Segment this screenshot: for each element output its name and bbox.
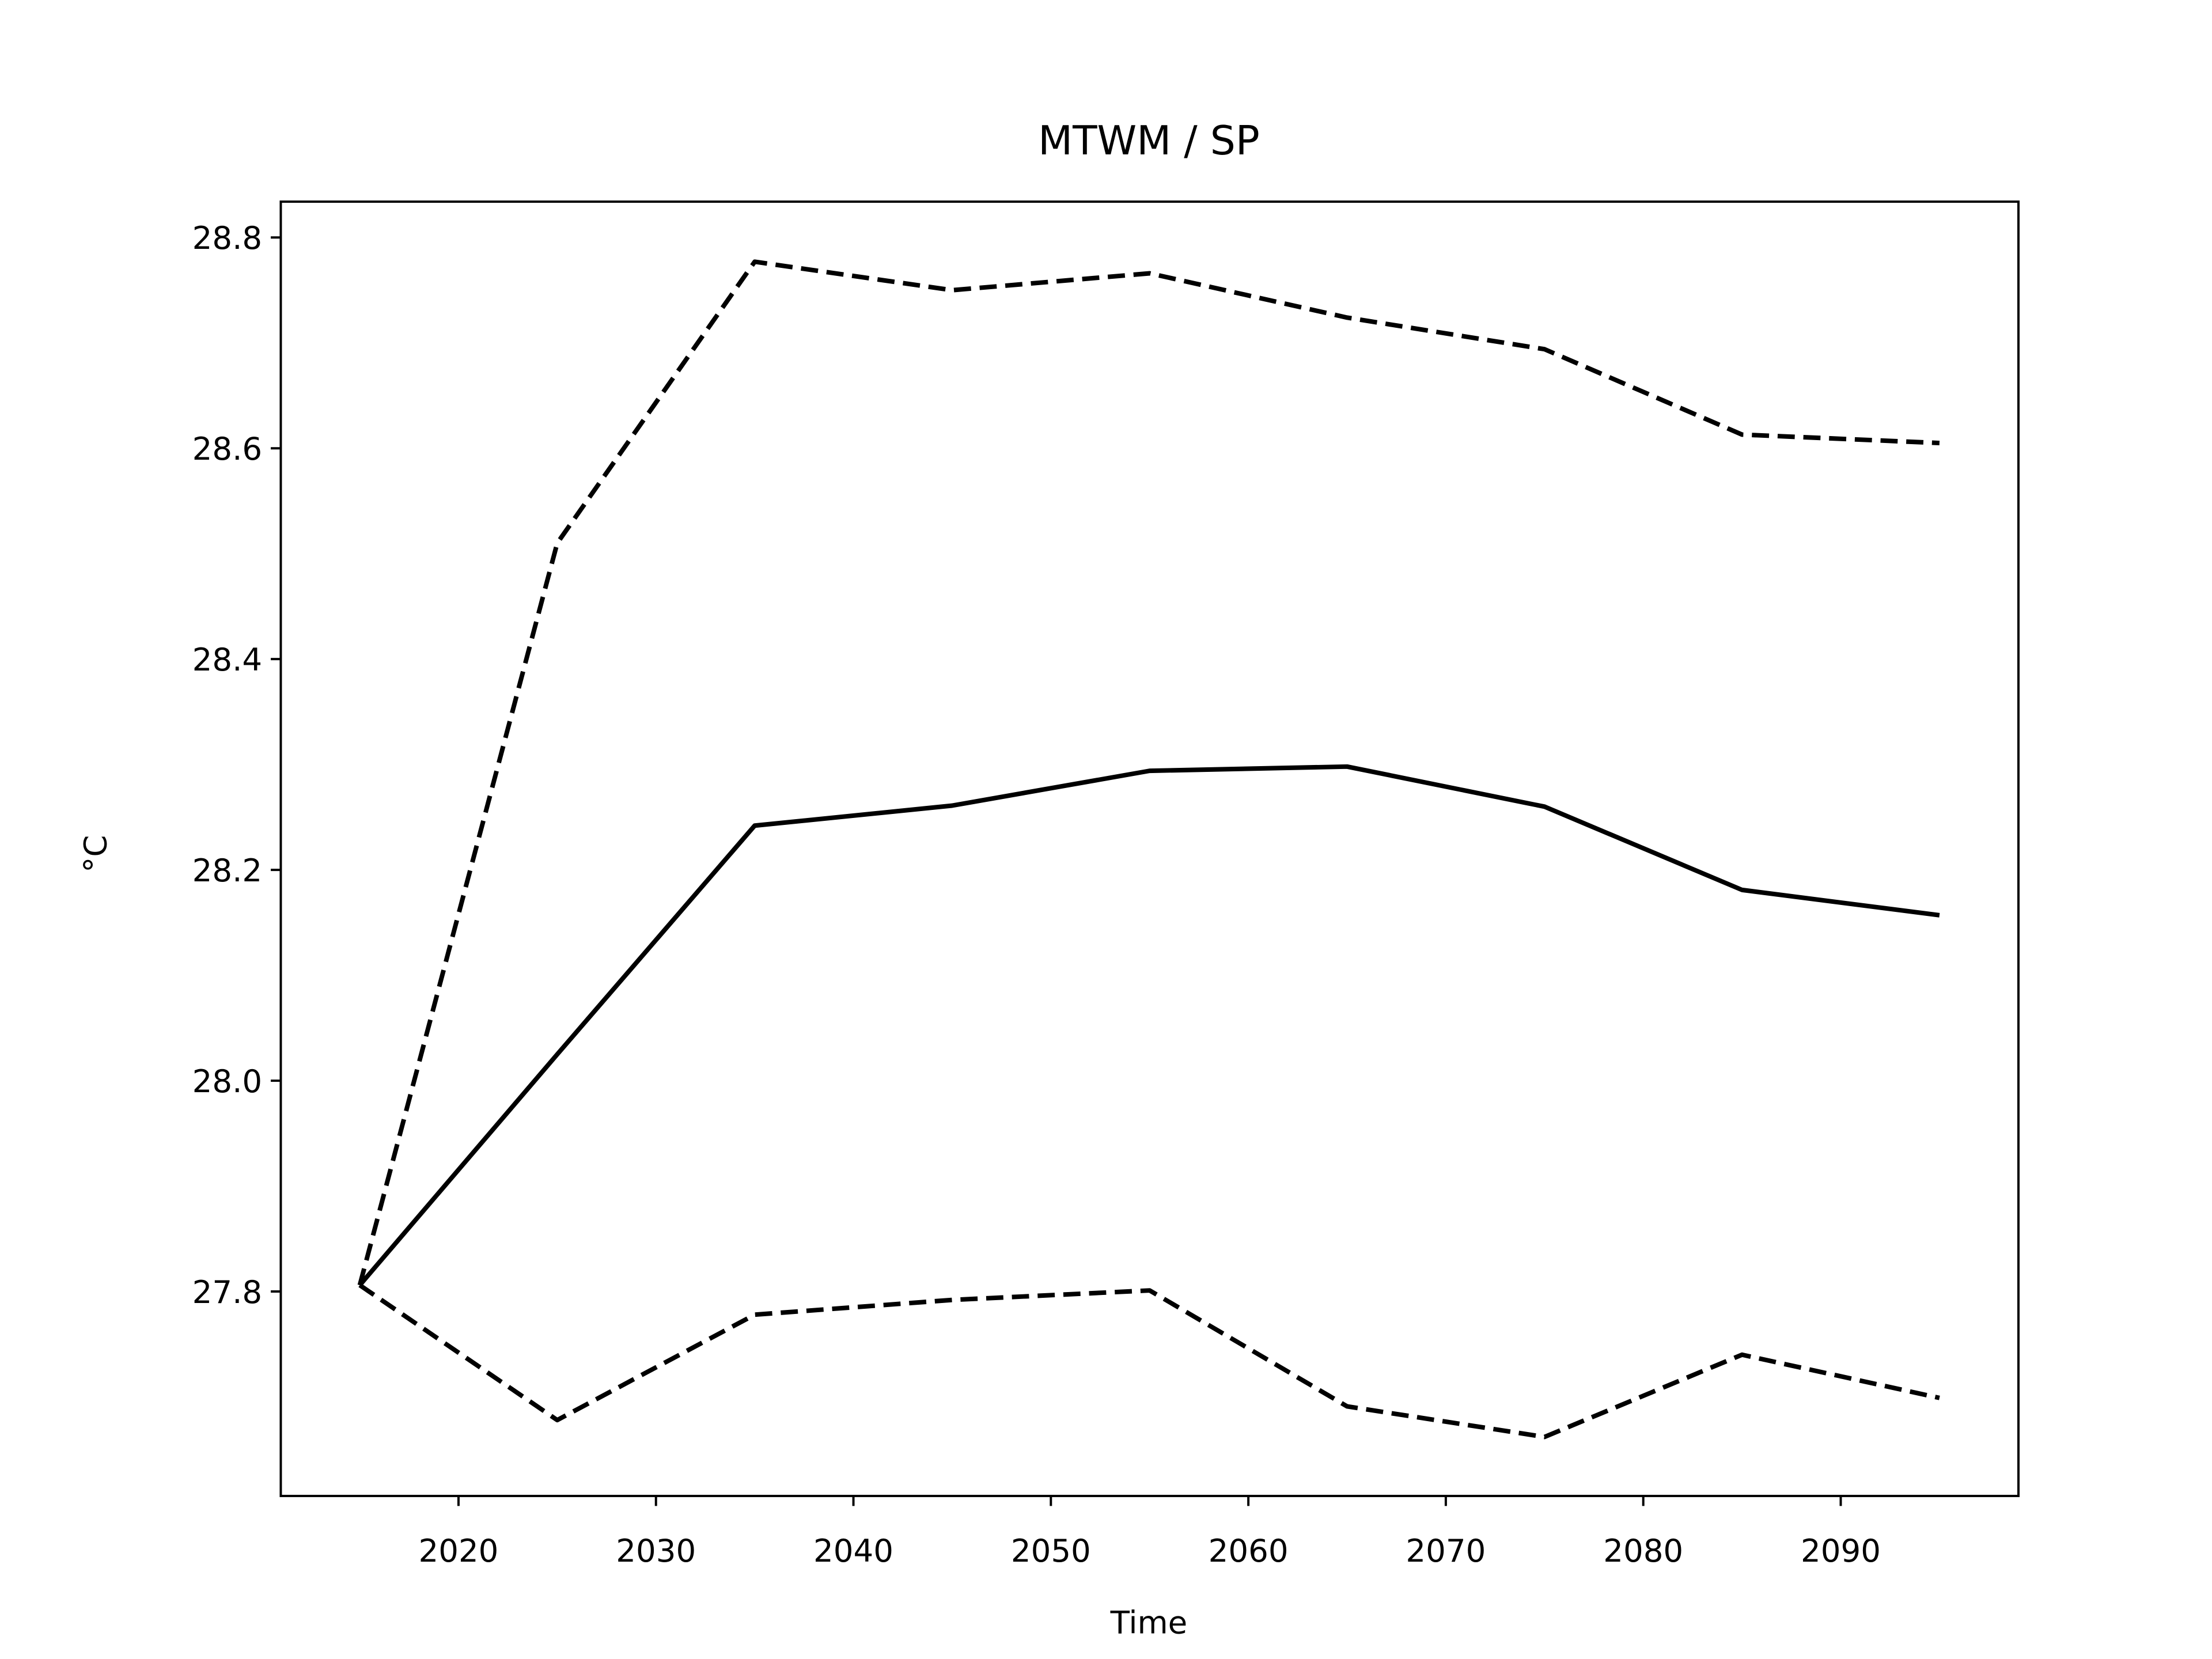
line-series bbox=[358, 764, 1940, 1287]
y-tick-label: 27.8 bbox=[192, 1274, 263, 1310]
chart-title: MTWM / SP bbox=[1038, 118, 1260, 164]
y-tick-label: 28.4 bbox=[192, 641, 263, 678]
x-tick-label: 2080 bbox=[1603, 1532, 1683, 1569]
x-axis-label: Time bbox=[1110, 1604, 1188, 1641]
x-tick-label: 2060 bbox=[1209, 1532, 1289, 1569]
line-series bbox=[357, 259, 1940, 1286]
y-tick-label: 28.2 bbox=[192, 852, 263, 889]
x-tick-label: 2040 bbox=[813, 1532, 893, 1569]
line-series bbox=[358, 1283, 1940, 1440]
x-tick-label: 2030 bbox=[616, 1532, 696, 1569]
y-tick-label: 28.0 bbox=[192, 1063, 263, 1100]
plot-frame bbox=[279, 200, 2020, 1497]
x-tick-label: 2020 bbox=[418, 1532, 498, 1569]
y-axis-label: °C bbox=[77, 835, 114, 872]
x-tick-label: 2050 bbox=[1011, 1532, 1091, 1569]
x-tick-label: 2070 bbox=[1406, 1532, 1486, 1569]
y-tick-label: 28.8 bbox=[192, 219, 263, 256]
y-tick-label: 28.6 bbox=[192, 430, 263, 467]
x-tick-label: 2090 bbox=[1801, 1532, 1881, 1569]
